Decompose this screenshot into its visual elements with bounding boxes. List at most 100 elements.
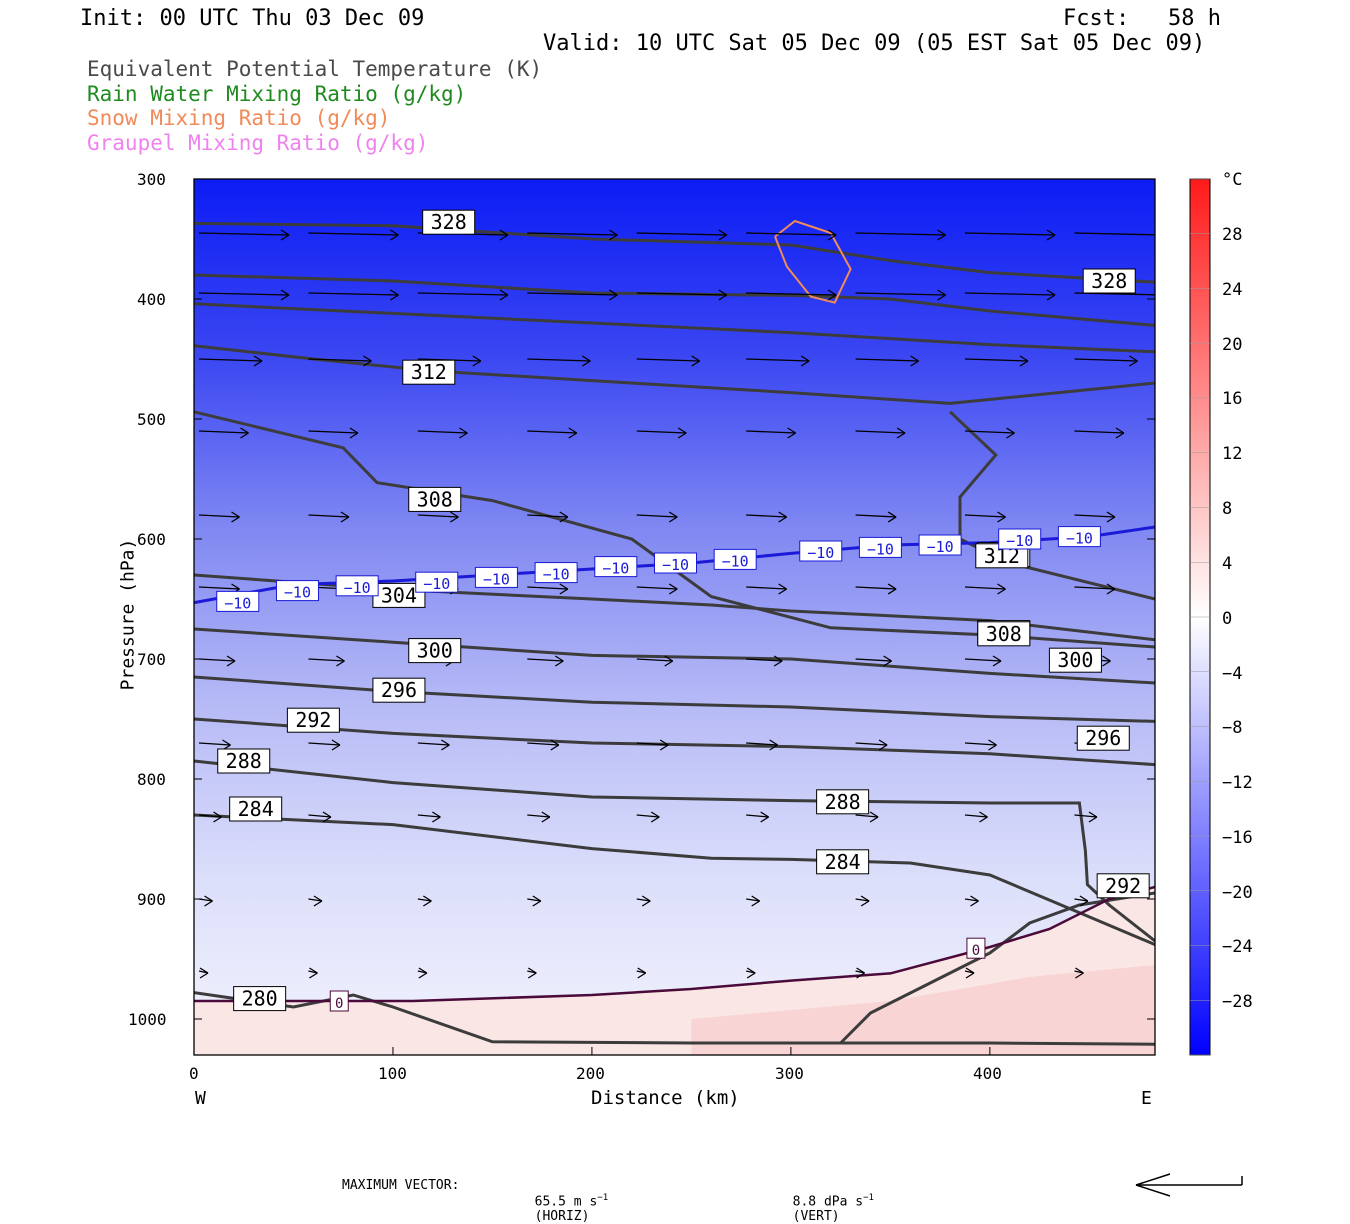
isotherm-label: −10: [415, 571, 459, 593]
wind-vector: [527, 229, 618, 241]
theta-e-contour: [194, 221, 1155, 284]
colorbar-label: 28: [1222, 225, 1243, 245]
wind-vector: [417, 967, 428, 979]
y-tick-900: 900: [137, 890, 166, 909]
wind-vector: [1074, 292, 1155, 296]
theta-e-contour: [194, 717, 1155, 767]
theta-e-contour: [194, 344, 1155, 405]
wind-vector: [527, 355, 591, 367]
colorbar: [1189, 178, 1211, 1056]
wind-vector: [198, 583, 240, 595]
colorbar-label: −28: [1222, 992, 1253, 1012]
max-vector-horiz-suffix: (HORIZ): [534, 1209, 590, 1224]
svg-text:288: 288: [825, 790, 861, 814]
colorbar-label: −16: [1222, 828, 1253, 848]
wind-vector: [636, 427, 687, 439]
y-tick-500: 500: [137, 410, 166, 429]
wind-vector: [855, 229, 946, 241]
y-tick-700: 700: [137, 650, 166, 669]
wind-vector: [417, 355, 482, 367]
wind-vector: [964, 739, 997, 751]
isotherm-label: −10: [918, 534, 962, 556]
x-tick-300: 300: [775, 1064, 804, 1083]
colorbar-label: 8: [1222, 499, 1233, 519]
wind-vector: [636, 583, 678, 595]
y-axis-label: Pressure (hPa): [117, 538, 139, 691]
max-vector-arrow: [1135, 1173, 1243, 1197]
wind-vector: [308, 811, 332, 823]
svg-text:−10: −10: [344, 579, 371, 597]
theta-e-contour: [194, 759, 1155, 943]
svg-text:296: 296: [1085, 726, 1121, 750]
wind-vector: [855, 511, 897, 523]
colorbar-label: −24: [1222, 937, 1253, 957]
wind-vector: [855, 355, 919, 367]
wind-vector: [308, 739, 341, 751]
wind-vector: [308, 229, 399, 241]
wind-vector: [746, 289, 837, 301]
wind-vector: [855, 427, 906, 439]
theta-e-label: 280: [233, 986, 287, 1012]
wind-vector: [198, 655, 236, 667]
wind-vector: [964, 427, 1015, 439]
temperature-shading-warm-core: [691, 965, 1155, 1055]
wind-vector: [527, 739, 560, 751]
wind-vector: [746, 583, 787, 595]
svg-text:284: 284: [238, 797, 274, 821]
isotherm-label: −10: [534, 562, 578, 584]
wind-vector: [417, 229, 509, 241]
isotherm-label: −10: [858, 536, 902, 558]
svg-text:304: 304: [986, 621, 1022, 645]
wind-vector: [417, 655, 455, 667]
wind-vector: [308, 583, 350, 595]
x-end-west: W: [195, 1088, 206, 1109]
y-tick-600: 600: [137, 530, 166, 549]
svg-text:0: 0: [972, 943, 980, 959]
wind-vector: [417, 427, 468, 439]
theta-e-label: 328: [1082, 268, 1136, 294]
wind-vector: [964, 895, 979, 907]
wind-vector: [1074, 355, 1138, 367]
theta-e-contour: [194, 302, 1155, 354]
svg-text:328: 328: [431, 210, 467, 234]
wind-vector: [527, 811, 551, 823]
wind-vector: [198, 511, 240, 523]
svg-text:292: 292: [295, 708, 331, 732]
wind-vector: [1074, 739, 1107, 751]
theta-e-label: 308: [977, 621, 1031, 647]
theta-e-contour: [194, 273, 1155, 327]
theta-e-contour: [194, 627, 1155, 685]
wind-vector: [636, 355, 701, 367]
wind-vector: [636, 229, 728, 241]
theta-e-label: 296: [1076, 725, 1130, 751]
isotherm-label: 0: [966, 937, 986, 959]
x-tick-100: 100: [378, 1064, 407, 1083]
legend-rain: Rain Water Mixing Ratio (g/kg): [87, 82, 467, 106]
wind-vector: [855, 967, 865, 979]
max-vector-horiz-exp: −1: [597, 1193, 609, 1203]
theta-e-label: 292: [286, 707, 340, 733]
svg-text:−10: −10: [224, 594, 251, 612]
theta-e-contour: [194, 813, 1155, 946]
wind-vector: [746, 427, 796, 439]
wind-vector: [1074, 583, 1116, 595]
y-tick-800: 800: [137, 770, 166, 789]
theta-e-label: 300: [1048, 647, 1102, 673]
svg-text:312: 312: [411, 360, 447, 384]
wind-vector: [417, 739, 450, 751]
svg-text:−10: −10: [543, 566, 570, 584]
theta-e-label: 328: [422, 209, 476, 235]
wind-vector: [855, 895, 870, 907]
colorbar-unit: °C: [1222, 170, 1243, 190]
x-tick-200: 200: [576, 1064, 605, 1083]
max-vector-horiz-value: 65.5 m s: [534, 1194, 598, 1210]
svg-text:280: 280: [242, 987, 278, 1011]
theta-e-label: 308: [977, 542, 1031, 568]
max-vector-vert-value: 8.8 dPa s: [792, 1194, 864, 1210]
wind-vector: [308, 355, 372, 367]
wind-vector: [964, 655, 1002, 667]
wind-vector: [855, 811, 879, 823]
legend-theta-e: Equivalent Potential Temperature (K): [87, 57, 543, 81]
colorbar-label: 16: [1222, 389, 1243, 409]
theta-e-label: 312: [402, 359, 456, 385]
